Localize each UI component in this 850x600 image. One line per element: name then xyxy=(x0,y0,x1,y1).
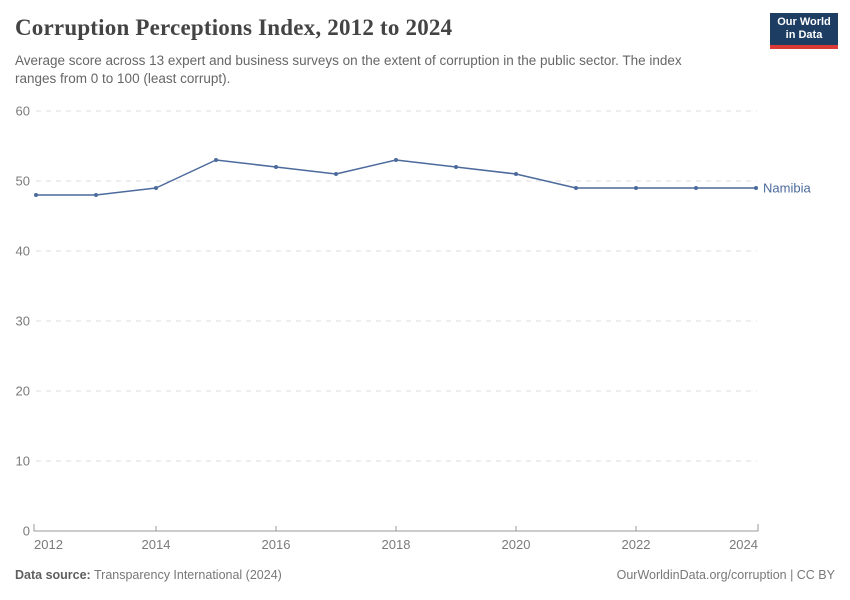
data-point[interactable] xyxy=(274,165,278,169)
data-point[interactable] xyxy=(394,158,398,162)
data-point[interactable] xyxy=(634,186,638,190)
series-line[interactable] xyxy=(36,159,756,196)
y-tick-label: 20 xyxy=(16,384,30,399)
data-point[interactable] xyxy=(94,193,98,197)
owid-logo: Our World in Data xyxy=(770,13,838,49)
data-point[interactable] xyxy=(154,186,158,190)
data-point[interactable] xyxy=(454,165,458,169)
y-tick-label: 60 xyxy=(16,104,30,119)
data-point[interactable] xyxy=(34,193,38,197)
data-point[interactable] xyxy=(754,186,758,190)
data-source-label: Data source: xyxy=(15,568,91,582)
data-point[interactable] xyxy=(574,186,578,190)
y-tick-label: 30 xyxy=(16,314,30,329)
data-point[interactable] xyxy=(694,186,698,190)
y-tick-label: 40 xyxy=(16,244,30,259)
logo-line-2: in Data xyxy=(785,29,823,41)
logo-line-1: Our World xyxy=(777,16,831,28)
x-tick-label: 2020 xyxy=(502,537,531,552)
chart-subtitle: Average score across 13 expert and busin… xyxy=(15,53,682,86)
y-tick-label: 50 xyxy=(16,174,30,189)
footer: Data source: Transparency International … xyxy=(15,568,835,582)
data-point[interactable] xyxy=(514,172,518,176)
data-point[interactable] xyxy=(214,158,218,162)
x-tick-label: 2022 xyxy=(622,537,651,552)
y-tick-label: 0 xyxy=(23,524,30,539)
data-point[interactable] xyxy=(334,172,338,176)
x-tick-label: 2012 xyxy=(34,537,63,552)
data-source-value: Transparency International (2024) xyxy=(90,568,282,582)
x-tick-label: 2018 xyxy=(382,537,411,552)
x-tick-label: 2014 xyxy=(142,537,171,552)
page-title: Corruption Perceptions Index, 2012 to 20… xyxy=(15,15,453,40)
credit-link[interactable]: OurWorldinData.org/corruption | CC BY xyxy=(616,568,835,582)
series-end-label[interactable]: Namibia xyxy=(763,181,811,196)
x-tick-label: 2024 xyxy=(729,537,758,552)
y-tick-label: 10 xyxy=(16,454,30,469)
x-tick-label: 2016 xyxy=(262,537,291,552)
data-source: Data source: Transparency International … xyxy=(15,568,282,582)
